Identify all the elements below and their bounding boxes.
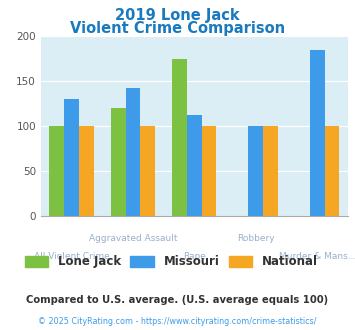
Text: Rape: Rape (183, 252, 206, 261)
Bar (263, 126, 278, 216)
Text: © 2025 CityRating.com - https://www.cityrating.com/crime-statistics/: © 2025 CityRating.com - https://www.city… (38, 317, 317, 326)
Text: Compared to U.S. average. (U.S. average equals 100): Compared to U.S. average. (U.S. average … (26, 295, 329, 305)
Bar (172, 59, 187, 216)
Legend: Lone Jack, Missouri, National: Lone Jack, Missouri, National (20, 250, 323, 273)
Bar (202, 126, 217, 216)
Text: 2019 Lone Jack: 2019 Lone Jack (115, 8, 240, 23)
Bar (187, 115, 202, 216)
Text: Murder & Mans...: Murder & Mans... (279, 252, 355, 261)
Bar (49, 126, 64, 216)
Bar (324, 126, 339, 216)
Bar (79, 126, 94, 216)
Text: Violent Crime Comparison: Violent Crime Comparison (70, 21, 285, 36)
Text: All Violent Crime: All Violent Crime (34, 252, 109, 261)
Bar (64, 99, 79, 216)
Bar (126, 88, 140, 216)
Bar (111, 108, 126, 216)
Text: Robbery: Robbery (237, 234, 274, 243)
Bar (310, 50, 324, 216)
Bar (140, 126, 155, 216)
Text: Aggravated Assault: Aggravated Assault (89, 234, 177, 243)
Bar (248, 126, 263, 216)
